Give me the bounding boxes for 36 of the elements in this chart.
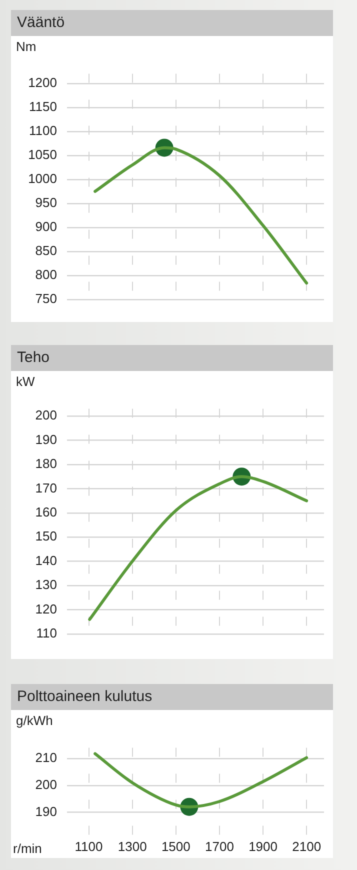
y-tick-label: 800 (35, 266, 57, 282)
y-tick-label: 210 (35, 750, 57, 766)
chart-title: Vääntö (11, 10, 333, 36)
chart-title: Polttoaineen kulutus (11, 684, 333, 710)
x-tick-label: 1300 (118, 838, 147, 854)
x-tick-label: 1700 (204, 838, 234, 854)
y-tick-label: 180 (35, 456, 57, 472)
y-axis-title: Nm (15, 38, 38, 56)
x-axis-title: r/min (13, 840, 42, 856)
chart-title: Teho (11, 345, 333, 371)
y-tick-label: 850 (35, 242, 57, 258)
y-tick-label: 1050 (28, 146, 57, 162)
y-tick-label: 190 (35, 432, 57, 447)
y-tick-label: 170 (35, 480, 57, 496)
y-tick-label: 150 (35, 528, 57, 544)
y-tick-label: 200 (35, 776, 57, 792)
y-tick-label: 900 (35, 218, 57, 234)
x-tick-label: 1900 (248, 838, 278, 854)
x-tick-label: 2100 (292, 838, 322, 854)
y-tick-label: 1150 (29, 98, 57, 114)
y-axis-title: kW (15, 373, 36, 391)
y-tick-label: 120 (35, 601, 57, 616)
y-axis-title: g/kWh (15, 712, 54, 730)
y-tick-label: 110 (36, 626, 57, 641)
y-tick-label: 200 (35, 408, 57, 423)
y-tick-label: 1200 (28, 74, 57, 90)
y-tick-label: 1000 (28, 170, 57, 186)
y-tick-label: 190 (35, 804, 57, 819)
y-tick-label: 130 (35, 577, 57, 592)
x-tick-label: 1500 (161, 838, 190, 854)
y-tick-label: 160 (35, 504, 57, 520)
x-tick-label: 1100 (74, 838, 103, 854)
y-tick-label: 750 (35, 290, 57, 306)
y-tick-label: 950 (35, 194, 57, 210)
y-tick-label: 140 (35, 552, 57, 568)
y-tick-label: 1100 (29, 122, 57, 138)
